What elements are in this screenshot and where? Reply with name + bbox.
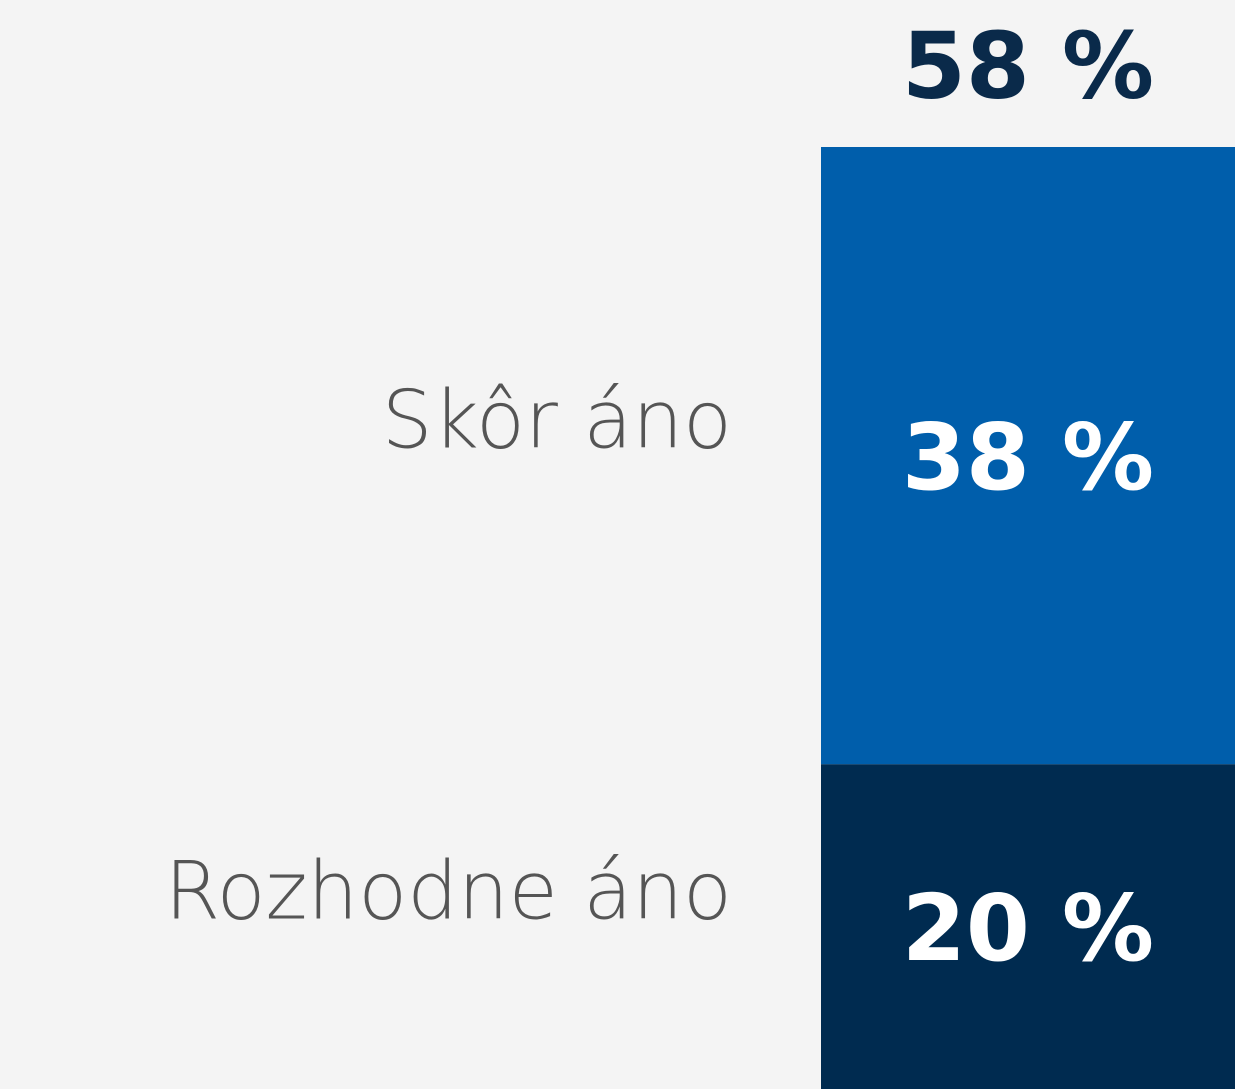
- value-label: 38 %: [902, 404, 1154, 511]
- category-label: Rozhodne áno: [165, 845, 732, 938]
- total-label: 58 %: [902, 12, 1154, 119]
- category-label: Skôr áno: [382, 374, 732, 467]
- bar-segment: [821, 147, 1235, 765]
- value-label: 20 %: [902, 875, 1154, 982]
- bar-segment: [821, 764, 1235, 1089]
